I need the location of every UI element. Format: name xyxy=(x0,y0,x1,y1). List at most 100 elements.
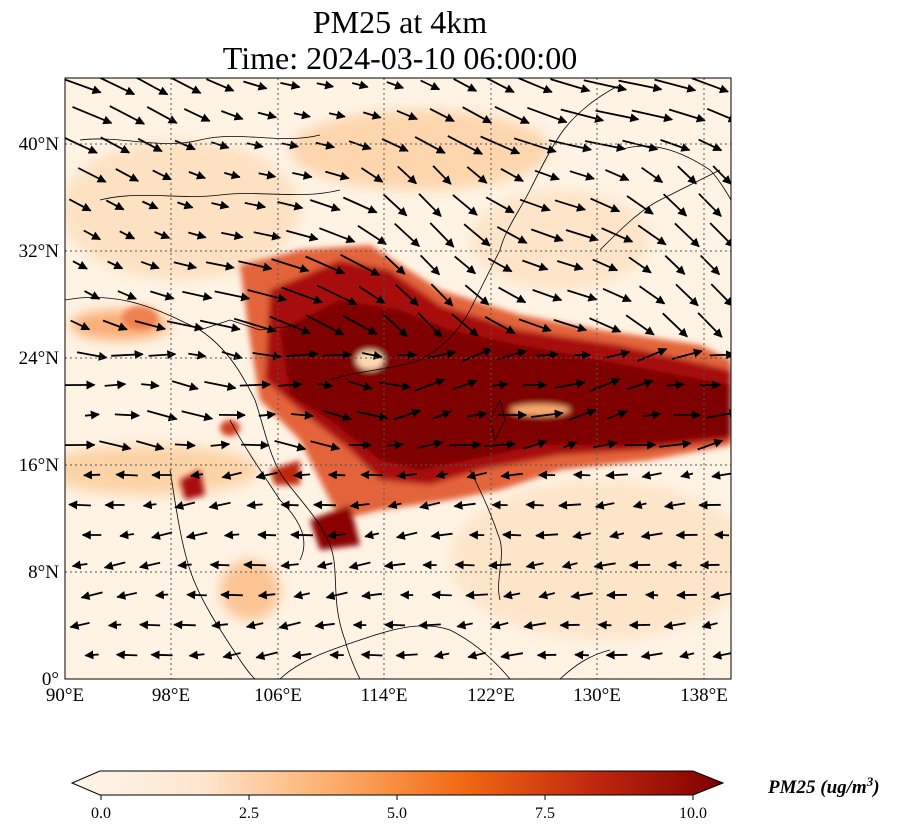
wind-arrow xyxy=(711,470,731,480)
wind-arrow xyxy=(638,285,666,305)
wind-arrow xyxy=(340,254,381,276)
wind-arrow xyxy=(484,439,517,449)
wind-arrow xyxy=(605,470,628,480)
wind-arrow xyxy=(706,107,731,123)
wind-arrow xyxy=(183,108,211,122)
colorbar-tick-label: 7.5 xyxy=(535,805,555,822)
wind-arrow xyxy=(214,290,251,302)
wind-arrow xyxy=(467,410,488,420)
wind-arrow xyxy=(257,530,277,540)
wind-arrow xyxy=(141,380,160,390)
wind-arrow xyxy=(258,170,277,180)
wind-arrow xyxy=(461,347,493,362)
wind-arrow xyxy=(146,410,178,422)
wind-arrow xyxy=(245,620,264,630)
wind-arrow xyxy=(309,199,341,212)
wind-arrow xyxy=(453,500,476,510)
wind-arrow xyxy=(211,620,228,630)
colorbar-tick-label: 0.0 xyxy=(91,805,111,822)
wind-arrow xyxy=(465,590,488,600)
wind-arrow xyxy=(190,470,204,480)
wind-arrow xyxy=(293,110,311,120)
wind-arrow xyxy=(146,106,178,124)
wind-arrow xyxy=(386,440,404,450)
lon-tick-label: 106°E xyxy=(254,685,302,706)
wind-arrow xyxy=(641,166,664,184)
wind-arrow xyxy=(277,201,304,211)
wind-arrow xyxy=(641,470,662,480)
wind-arrow xyxy=(291,650,312,660)
wind-arrow xyxy=(595,109,640,123)
wind-arrow xyxy=(654,78,697,93)
wind-arrow xyxy=(640,530,663,540)
wind-arrow xyxy=(186,590,207,600)
wind-arrow xyxy=(258,410,277,420)
wind-arrow xyxy=(136,440,165,452)
wind-arrow xyxy=(714,530,730,540)
colorbar-tick-label: 2.5 xyxy=(239,805,259,822)
wind-arrow xyxy=(395,531,418,540)
wind-arrow xyxy=(604,349,631,359)
wind-arrow xyxy=(496,226,528,244)
lat-tick-label: 24°N xyxy=(19,348,60,369)
wind-arrow xyxy=(712,165,731,185)
wind-arrow xyxy=(466,471,487,480)
wind-arrow xyxy=(606,409,628,420)
wind-arrow xyxy=(632,500,647,510)
wind-arrow xyxy=(522,259,549,272)
wind-arrow xyxy=(305,314,345,336)
wind-arrow xyxy=(463,223,491,247)
wind-arrow xyxy=(99,440,132,452)
wind-arrow xyxy=(274,440,307,452)
wind-arrow xyxy=(589,377,621,392)
lon-tick-label: 130°E xyxy=(573,685,621,706)
wind-arrow xyxy=(84,650,99,660)
wind-arrow xyxy=(553,319,588,332)
wind-arrow xyxy=(188,230,207,240)
wind-arrow xyxy=(102,319,128,331)
wind-arrow xyxy=(221,351,243,361)
wind-arrow xyxy=(430,530,453,540)
wind-arrow xyxy=(135,78,169,96)
wind-arrow xyxy=(451,313,479,337)
wind-arrow xyxy=(188,350,207,360)
lon-tick-labels: 90°E 98°E 106°E 114°E 122°E 130°E 138°E xyxy=(46,685,728,706)
wind-arrow xyxy=(664,500,686,510)
wind-arrow xyxy=(241,440,270,450)
wind-arrow xyxy=(142,500,157,510)
wind-arrow xyxy=(347,380,373,391)
wind-arrow xyxy=(488,560,512,570)
lon-tick-label: 90°E xyxy=(46,685,84,706)
wind-arrow xyxy=(151,531,173,540)
wind-arrow xyxy=(278,380,303,390)
wind-arrow xyxy=(386,80,405,90)
wind-arrow xyxy=(662,193,688,217)
wind-arrow xyxy=(601,227,634,243)
wind-arrow xyxy=(554,199,586,212)
wind-arrow xyxy=(467,650,486,660)
wind-arrow xyxy=(502,530,522,540)
lon-tick-label: 114°E xyxy=(361,685,408,706)
wind-arrow xyxy=(691,78,729,94)
wind-arrow xyxy=(464,284,490,306)
wind-arrow xyxy=(393,408,422,421)
wind-arrow xyxy=(293,470,311,480)
lat-tick-label: 8°N xyxy=(28,562,59,583)
wind-arrow xyxy=(280,500,299,510)
wind-arrow xyxy=(119,230,136,240)
wind-arrow xyxy=(84,410,100,420)
wind-arrow xyxy=(185,531,208,540)
wind-arrow xyxy=(666,380,685,390)
wind-arrow xyxy=(418,193,442,217)
wind-arrow xyxy=(357,225,387,245)
wind-arrow xyxy=(503,590,521,600)
wind-arrow xyxy=(351,80,369,90)
wind-arrow xyxy=(188,171,206,180)
wind-arrow xyxy=(173,620,196,630)
wind-arrow xyxy=(618,79,663,93)
wind-arrow xyxy=(316,80,335,90)
wind-arrow xyxy=(255,651,278,661)
wind-arrow xyxy=(668,108,706,123)
wind-arrow xyxy=(415,378,446,392)
wind-arrow xyxy=(71,560,88,570)
